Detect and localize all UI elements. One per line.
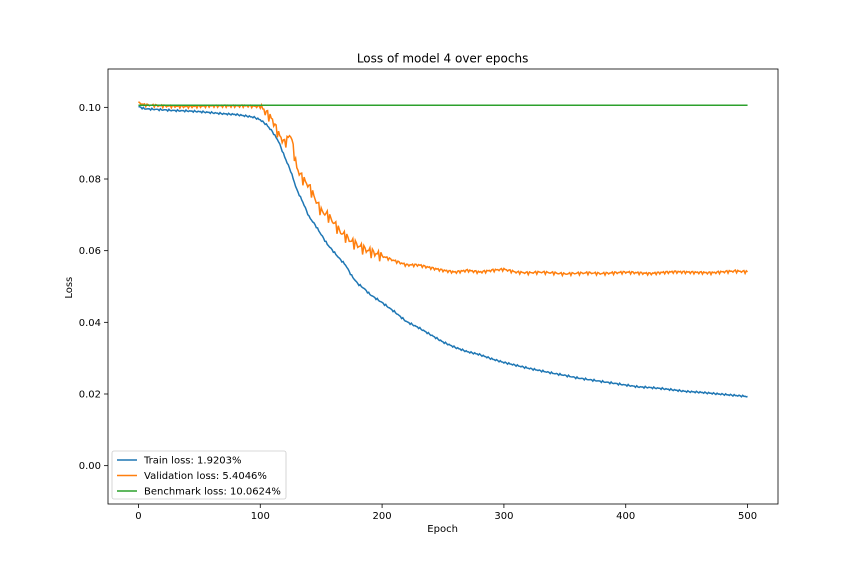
plot-area (107, 68, 779, 505)
y-tick-label: 0.10 (79, 103, 101, 114)
x-axis-label: Epoch (427, 524, 458, 535)
series-line-0 (138, 105, 748, 398)
legend-label-0: Train loss: 1.9203% (143, 456, 242, 467)
x-tick-label: 300 (494, 511, 513, 522)
series-line-1 (137, 101, 749, 278)
y-tick-label: 0.00 (79, 461, 101, 472)
x-tick-label: 100 (251, 511, 270, 522)
x-tick-label: 500 (738, 511, 757, 522)
y-tick-label: 0.04 (79, 318, 101, 329)
legend-label-2: Benchmark loss: 10.0624% (144, 487, 281, 498)
y-tick-label: 0.08 (79, 175, 101, 186)
x-tick-label: 200 (373, 511, 392, 522)
x-tick-label: 0 (135, 511, 141, 522)
legend-label-1: Validation loss: 5.4046% (144, 471, 267, 482)
chart-title: Loss of model 4 over epochs (357, 52, 529, 66)
y-tick-label: 0.02 (79, 389, 101, 400)
x-tick-label: 400 (616, 511, 635, 522)
x-axis: 0 100 200 300 400 500 (135, 504, 757, 522)
legend: Train loss: 1.9203% Validation loss: 5.40… (111, 450, 287, 500)
axes-frame (107, 68, 779, 505)
legend-box (111, 450, 287, 500)
y-axis: 0.00 0.02 0.04 0.06 0.08 0.10 (79, 103, 108, 472)
y-axis-label: Loss (64, 277, 75, 299)
y-tick-label: 0.06 (79, 246, 101, 257)
